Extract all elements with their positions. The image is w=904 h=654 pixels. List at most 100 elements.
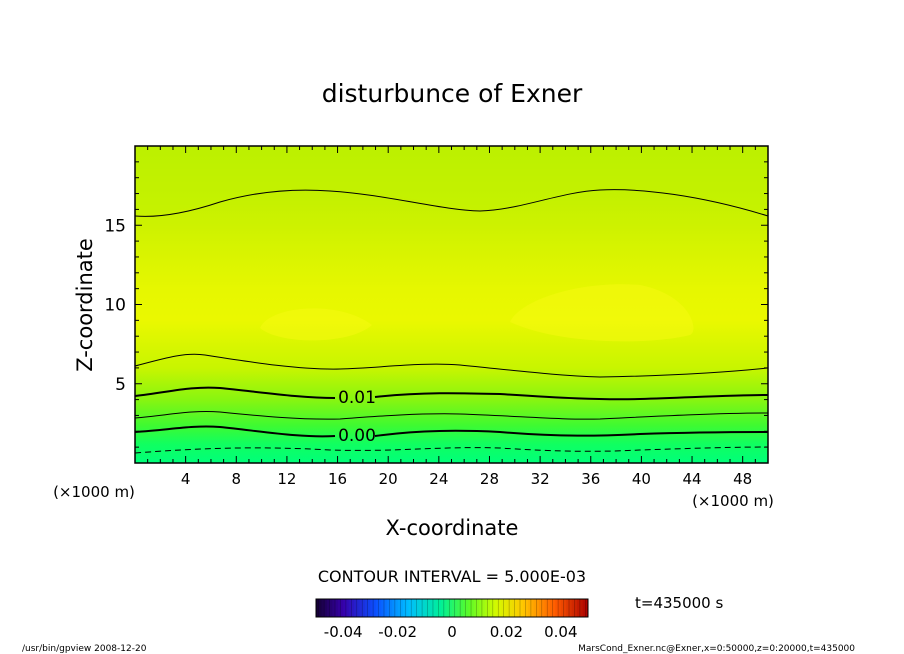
colorbar-cell xyxy=(563,599,567,617)
colorbar-cell xyxy=(370,599,374,617)
contour-line-3 xyxy=(135,411,768,420)
colorbar-cell xyxy=(419,599,423,617)
colorbar-cell xyxy=(585,599,589,617)
y-tick-label: 10 xyxy=(104,296,126,316)
colorbar-cell xyxy=(345,599,350,617)
colorbar-cell xyxy=(549,599,554,617)
colorbar-cell xyxy=(506,599,510,617)
colorbar-cell xyxy=(509,599,513,617)
colorbar-cell xyxy=(343,599,347,617)
contour-interval-label: CONTOUR INTERVAL = 5.000E-03 xyxy=(318,567,586,586)
footer-left: /usr/bin/gpview 2008-12-20 xyxy=(22,644,147,654)
colorbar-cell xyxy=(503,599,507,617)
colorbar-tick-label: -0.02 xyxy=(378,623,417,641)
colorbar-cell xyxy=(449,599,453,617)
x-tick-label: 48 xyxy=(733,470,752,488)
contour-line-4 xyxy=(135,386,768,401)
colorbar-cell xyxy=(468,599,472,617)
colorbar-cell xyxy=(413,599,418,617)
contour-label-upper: 0.01 xyxy=(338,388,376,408)
colorbar-cell xyxy=(582,599,586,617)
colorbar-cell xyxy=(517,599,521,617)
colorbar-cell xyxy=(574,599,578,617)
x-tick-label: 4 xyxy=(181,470,191,488)
colorbar-cell xyxy=(457,599,461,617)
chart-title: disturbunce of Exner xyxy=(322,79,583,108)
colorbar-cell xyxy=(337,599,341,617)
colorbar-cell xyxy=(558,599,562,617)
colorbar-cell xyxy=(348,599,352,617)
colorbar-cell xyxy=(321,599,325,617)
colorbar-cell xyxy=(318,599,322,617)
colorbar-cell xyxy=(381,599,385,617)
colorbar-cell xyxy=(476,599,480,617)
contour-label-lower: 0.00 xyxy=(338,426,376,446)
colorbar-cell xyxy=(329,599,333,617)
y-tick-label: 5 xyxy=(115,375,126,395)
colorbar-cell xyxy=(384,599,388,617)
x-axis: 4 8 12 16 20 24 28 32 36 40 44 48 xyxy=(147,146,756,488)
colorbar-cell xyxy=(452,599,456,617)
y-axis: 5 10 15 xyxy=(104,161,768,448)
colorbar-cell xyxy=(571,599,575,617)
colorbar-tick-label: 0 xyxy=(447,623,457,641)
colorbar-cell xyxy=(566,599,570,617)
colorbar-cell xyxy=(539,599,543,617)
colorbar-cell xyxy=(555,599,559,617)
colorbar-cell xyxy=(471,599,475,617)
contour-line-2 xyxy=(135,425,768,438)
colorbar-cell xyxy=(359,599,363,617)
field-band-upper xyxy=(135,146,768,215)
colorbar-cell xyxy=(373,599,377,617)
colorbar-cell xyxy=(375,599,379,617)
colorbar-frame xyxy=(315,598,589,618)
colorbar-cell xyxy=(430,599,434,617)
colorbar-cell xyxy=(541,599,545,617)
colorbar-cell xyxy=(405,599,409,617)
colorbar-cell xyxy=(441,599,445,617)
colorbar-cell xyxy=(400,599,404,617)
colorbar-cell xyxy=(579,599,583,617)
colorbar-tick-label: -0.04 xyxy=(324,623,363,641)
x-tick-label: 20 xyxy=(379,470,398,488)
x-tick-label: 36 xyxy=(581,470,600,488)
contour-line-5 xyxy=(135,353,768,378)
contour-line-6 xyxy=(135,189,768,217)
colorbar-cell xyxy=(438,599,442,617)
colorbar-cell xyxy=(490,599,494,617)
colorbar-cell xyxy=(354,599,358,617)
x-tick-label: 8 xyxy=(232,470,242,488)
colorbar-cell xyxy=(528,599,532,617)
colorbar-cell xyxy=(356,599,360,617)
colorbar-tick-label: 0.04 xyxy=(544,623,577,641)
y-axis-label: Z-coordinate xyxy=(73,238,97,372)
plot-area xyxy=(135,146,768,463)
colorbar-cell xyxy=(351,599,355,617)
colorbar-cell xyxy=(479,599,483,617)
colorbar-cell xyxy=(386,599,390,617)
colorbar-cell xyxy=(498,599,502,617)
colorbar-cell xyxy=(316,599,320,617)
x-tick-label: 28 xyxy=(480,470,499,488)
colorbar-cell xyxy=(335,599,339,617)
colorbar-cell xyxy=(362,599,366,617)
colorbar-cell xyxy=(443,599,447,617)
colorbar-cell xyxy=(492,599,496,617)
x-tick-label: 40 xyxy=(632,470,651,488)
colorbar-cell xyxy=(530,599,534,617)
x-unit-right: (×1000 m) xyxy=(692,492,774,510)
x-axis-label: X-coordinate xyxy=(386,516,519,540)
colorbar-cell xyxy=(427,599,431,617)
colorbar-cell xyxy=(324,599,328,617)
contour-line-1 xyxy=(135,446,768,454)
colorbar-cell xyxy=(403,599,407,617)
colorbar-cell xyxy=(340,599,344,617)
colorbar-cell xyxy=(560,599,564,617)
colorbar-cell xyxy=(484,599,488,617)
colorbar-cell xyxy=(397,599,401,617)
colorbar-cell xyxy=(364,599,369,617)
colorbar-cell xyxy=(511,599,515,617)
x-tick-label: 24 xyxy=(429,470,448,488)
colorbar-cell xyxy=(544,599,548,617)
